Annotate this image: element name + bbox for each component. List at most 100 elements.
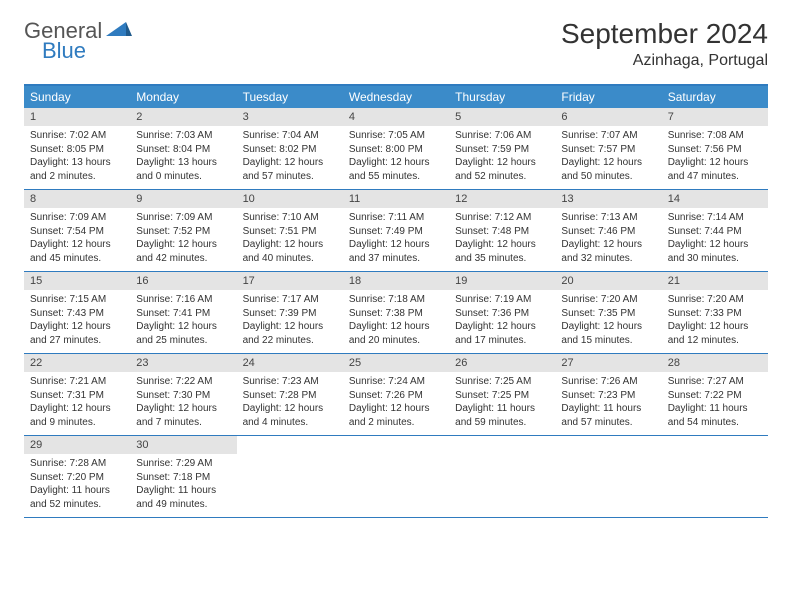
- daylight-text: Daylight: 11 hours and 49 minutes.: [136, 484, 230, 511]
- day-number: 29: [24, 436, 130, 454]
- day-details: Sunrise: 7:02 AMSunset: 8:05 PMDaylight:…: [24, 126, 130, 189]
- day-details: Sunrise: 7:22 AMSunset: 7:30 PMDaylight:…: [130, 372, 236, 435]
- day-number: 25: [343, 354, 449, 372]
- daylight-text: Daylight: 11 hours and 57 minutes.: [561, 402, 655, 429]
- day-number: 20: [555, 272, 661, 290]
- calendar-cell: 11Sunrise: 7:11 AMSunset: 7:49 PMDayligh…: [343, 190, 449, 271]
- sunset-text: Sunset: 7:33 PM: [668, 307, 762, 321]
- calendar-cell: 3Sunrise: 7:04 AMSunset: 8:02 PMDaylight…: [237, 108, 343, 189]
- day-details: Sunrise: 7:19 AMSunset: 7:36 PMDaylight:…: [449, 290, 555, 353]
- daylight-text: Daylight: 11 hours and 52 minutes.: [30, 484, 124, 511]
- sunset-text: Sunset: 7:22 PM: [668, 389, 762, 403]
- daylight-text: Daylight: 12 hours and 52 minutes.: [455, 156, 549, 183]
- sunset-text: Sunset: 8:05 PM: [30, 143, 124, 157]
- daylight-text: Daylight: 12 hours and 37 minutes.: [349, 238, 443, 265]
- sunset-text: Sunset: 7:57 PM: [561, 143, 655, 157]
- day-number: 4: [343, 108, 449, 126]
- calendar-cell: 30Sunrise: 7:29 AMSunset: 7:18 PMDayligh…: [130, 436, 236, 517]
- calendar-cell: 28Sunrise: 7:27 AMSunset: 7:22 PMDayligh…: [662, 354, 768, 435]
- sunset-text: Sunset: 7:26 PM: [349, 389, 443, 403]
- day-number: 10: [237, 190, 343, 208]
- day-number: 17: [237, 272, 343, 290]
- day-number: 5: [449, 108, 555, 126]
- sunset-text: Sunset: 7:52 PM: [136, 225, 230, 239]
- daylight-text: Daylight: 13 hours and 0 minutes.: [136, 156, 230, 183]
- day-details: Sunrise: 7:05 AMSunset: 8:00 PMDaylight:…: [343, 126, 449, 189]
- calendar-cell: .: [237, 436, 343, 517]
- page-header: General September 2024 Azinhaga, Portuga…: [24, 18, 768, 70]
- calendar-cell: 14Sunrise: 7:14 AMSunset: 7:44 PMDayligh…: [662, 190, 768, 271]
- day-details: Sunrise: 7:20 AMSunset: 7:33 PMDaylight:…: [662, 290, 768, 353]
- sunrise-text: Sunrise: 7:21 AM: [30, 375, 124, 389]
- weekday-header: Saturday: [662, 86, 768, 108]
- daylight-text: Daylight: 12 hours and 22 minutes.: [243, 320, 337, 347]
- daylight-text: Daylight: 12 hours and 25 minutes.: [136, 320, 230, 347]
- weekday-header: Sunday: [24, 86, 130, 108]
- weekday-header: Monday: [130, 86, 236, 108]
- sunset-text: Sunset: 7:36 PM: [455, 307, 549, 321]
- calendar-cell: 7Sunrise: 7:08 AMSunset: 7:56 PMDaylight…: [662, 108, 768, 189]
- calendar-cell: 13Sunrise: 7:13 AMSunset: 7:46 PMDayligh…: [555, 190, 661, 271]
- sunrise-text: Sunrise: 7:12 AM: [455, 211, 549, 225]
- day-number: 26: [449, 354, 555, 372]
- sunset-text: Sunset: 7:46 PM: [561, 225, 655, 239]
- day-number: 14: [662, 190, 768, 208]
- sunset-text: Sunset: 7:41 PM: [136, 307, 230, 321]
- weekday-header: Wednesday: [343, 86, 449, 108]
- day-number: 24: [237, 354, 343, 372]
- day-number: 3: [237, 108, 343, 126]
- calendar-cell: .: [555, 436, 661, 517]
- sunset-text: Sunset: 7:18 PM: [136, 471, 230, 485]
- sunrise-text: Sunrise: 7:11 AM: [349, 211, 443, 225]
- sunrise-text: Sunrise: 7:24 AM: [349, 375, 443, 389]
- calendar-cell: 9Sunrise: 7:09 AMSunset: 7:52 PMDaylight…: [130, 190, 236, 271]
- day-number: 15: [24, 272, 130, 290]
- daylight-text: Daylight: 13 hours and 2 minutes.: [30, 156, 124, 183]
- day-details: Sunrise: 7:26 AMSunset: 7:23 PMDaylight:…: [555, 372, 661, 435]
- sunset-text: Sunset: 7:56 PM: [668, 143, 762, 157]
- daylight-text: Daylight: 11 hours and 59 minutes.: [455, 402, 549, 429]
- day-details: Sunrise: 7:27 AMSunset: 7:22 PMDaylight:…: [662, 372, 768, 435]
- sunset-text: Sunset: 7:25 PM: [455, 389, 549, 403]
- daylight-text: Daylight: 12 hours and 50 minutes.: [561, 156, 655, 183]
- day-details: Sunrise: 7:15 AMSunset: 7:43 PMDaylight:…: [24, 290, 130, 353]
- daylight-text: Daylight: 12 hours and 15 minutes.: [561, 320, 655, 347]
- day-number: 13: [555, 190, 661, 208]
- weekday-header-row: Sunday Monday Tuesday Wednesday Thursday…: [24, 86, 768, 108]
- weekday-header: Friday: [555, 86, 661, 108]
- daylight-text: Daylight: 12 hours and 42 minutes.: [136, 238, 230, 265]
- sunset-text: Sunset: 8:04 PM: [136, 143, 230, 157]
- weekday-header: Tuesday: [237, 86, 343, 108]
- calendar-cell: 20Sunrise: 7:20 AMSunset: 7:35 PMDayligh…: [555, 272, 661, 353]
- sunrise-text: Sunrise: 7:02 AM: [30, 129, 124, 143]
- sunrise-text: Sunrise: 7:17 AM: [243, 293, 337, 307]
- day-number: 22: [24, 354, 130, 372]
- day-number: 18: [343, 272, 449, 290]
- day-number: 23: [130, 354, 236, 372]
- daylight-text: Daylight: 12 hours and 47 minutes.: [668, 156, 762, 183]
- sunrise-text: Sunrise: 7:28 AM: [30, 457, 124, 471]
- sunrise-text: Sunrise: 7:09 AM: [30, 211, 124, 225]
- sunrise-text: Sunrise: 7:20 AM: [668, 293, 762, 307]
- sunset-text: Sunset: 7:51 PM: [243, 225, 337, 239]
- day-number: 1: [24, 108, 130, 126]
- day-number: 12: [449, 190, 555, 208]
- daylight-text: Daylight: 12 hours and 30 minutes.: [668, 238, 762, 265]
- day-details: Sunrise: 7:12 AMSunset: 7:48 PMDaylight:…: [449, 208, 555, 271]
- calendar-week-row: 22 Sunrise: 7:21 AMSunset: 7:31 PM Dayligh…: [24, 354, 768, 436]
- sunset-text: Sunset: 8:02 PM: [243, 143, 337, 157]
- day-number: 6: [555, 108, 661, 126]
- calendar-cell: .: [449, 436, 555, 517]
- sunset-text: Sunset: 7:30 PM: [136, 389, 230, 403]
- daylight-text: Daylight: 12 hours and 40 minutes.: [243, 238, 337, 265]
- day-number: 16: [130, 272, 236, 290]
- sunrise-text: Sunrise: 7:18 AM: [349, 293, 443, 307]
- calendar-cell: 8Sunrise: 7:09 AMSunset: 7:54 PMDaylight…: [24, 190, 130, 271]
- day-details: Sunrise: 7:06 AMSunset: 7:59 PMDaylight:…: [449, 126, 555, 189]
- calendar-cell: 12Sunrise: 7:12 AMSunset: 7:48 PMDayligh…: [449, 190, 555, 271]
- sunrise-text: Sunrise: 7:29 AM: [136, 457, 230, 471]
- sunset-text: Sunset: 7:31 PM: [30, 389, 124, 403]
- sunrise-text: Sunrise: 7:08 AM: [668, 129, 762, 143]
- calendar-cell: 27Sunrise: 7:26 AMSunset: 7:23 PMDayligh…: [555, 354, 661, 435]
- daylight-text: Daylight: 11 hours and 54 minutes.: [668, 402, 762, 429]
